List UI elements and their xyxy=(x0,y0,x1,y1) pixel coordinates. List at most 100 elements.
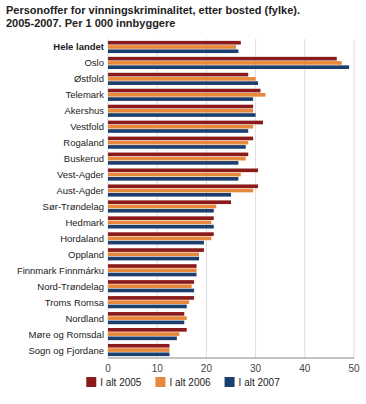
legend: I alt 2005 I alt 2006 I alt 2007 xyxy=(86,377,280,388)
y-tick-label: Sogn og Fjordane xyxy=(28,345,104,356)
x-grid xyxy=(108,39,354,358)
bar xyxy=(108,93,265,97)
bar xyxy=(108,316,187,320)
bar xyxy=(108,337,177,341)
bar xyxy=(108,268,197,272)
bar xyxy=(108,264,197,268)
bar xyxy=(108,209,214,213)
legend-swatch xyxy=(225,377,235,387)
bar xyxy=(108,332,179,336)
bar xyxy=(108,161,238,165)
y-tick-label: Troms Romsa xyxy=(45,297,105,308)
legend-label: I alt 2007 xyxy=(239,377,281,388)
y-tick-label: Nord-Trøndelag xyxy=(37,281,104,292)
bar xyxy=(108,221,211,225)
y-tick-label: Oppland xyxy=(68,249,104,260)
bar xyxy=(108,200,231,204)
y-tick-label: Aust-Agder xyxy=(56,185,104,196)
bar xyxy=(108,321,184,325)
x-axis: 0 10 20 30 40 50 xyxy=(105,358,360,374)
bar xyxy=(108,280,194,284)
bar xyxy=(108,89,261,93)
bar xyxy=(108,225,214,229)
y-tick-label: Hele landet xyxy=(53,41,105,52)
bar xyxy=(108,216,214,220)
bar xyxy=(108,300,189,304)
bar xyxy=(108,305,187,309)
bar xyxy=(108,173,241,177)
bar xyxy=(108,312,184,316)
bar xyxy=(108,257,199,261)
y-tick-label: Finnmark Finnmárku xyxy=(17,265,104,276)
y-tick-label: Nordland xyxy=(65,313,104,324)
bar xyxy=(108,352,170,356)
bar xyxy=(108,41,241,45)
bar xyxy=(108,184,258,188)
legend-swatch xyxy=(86,377,96,387)
legend-swatch xyxy=(155,377,165,387)
x-tick-label: 40 xyxy=(299,363,311,374)
y-tick-label: Telemark xyxy=(65,89,104,100)
bar xyxy=(108,97,253,101)
legend-label: I alt 2005 xyxy=(100,377,142,388)
legend-label: I alt 2006 xyxy=(169,377,211,388)
y-tick-label: Vestfold xyxy=(70,121,104,132)
bar xyxy=(108,129,248,133)
x-tick-label: 20 xyxy=(201,363,213,374)
y-tick-label: Vest-Agder xyxy=(57,169,104,180)
bar xyxy=(108,113,256,117)
y-tick-label: Sør-Trøndelag xyxy=(43,201,104,212)
legend-item: I alt 2005 xyxy=(86,377,142,388)
bar xyxy=(108,81,258,85)
grid-line xyxy=(304,39,305,358)
y-tick-label: Rogaland xyxy=(63,137,104,148)
chart: Personoffer for vinningskriminalitet, et… xyxy=(0,0,366,404)
bar xyxy=(108,289,194,293)
bar xyxy=(108,49,238,53)
x-tick-label: 0 xyxy=(105,363,111,374)
bar xyxy=(108,241,204,245)
bar xyxy=(108,273,197,277)
bar xyxy=(108,61,342,65)
bar xyxy=(108,296,194,300)
bar xyxy=(108,168,258,172)
bar xyxy=(108,248,204,252)
y-tick-label: Buskerud xyxy=(64,153,104,164)
x-axis-line xyxy=(108,358,354,359)
bar xyxy=(108,145,246,149)
bar xyxy=(108,121,263,125)
bar xyxy=(108,105,253,109)
y-tick-label: Hedmark xyxy=(65,217,104,228)
x-tick-label: 10 xyxy=(152,363,164,374)
bar xyxy=(108,348,170,352)
bar xyxy=(108,141,248,145)
bar xyxy=(108,177,238,181)
bar xyxy=(108,189,253,193)
legend-item: I alt 2007 xyxy=(225,377,281,388)
y-tick-label: Akershus xyxy=(64,105,104,116)
bar xyxy=(108,284,192,288)
bar xyxy=(108,232,214,236)
grid-line xyxy=(354,39,355,358)
bars xyxy=(108,41,349,356)
bar xyxy=(108,57,337,61)
grid-line xyxy=(206,39,207,358)
x-tick-label: 30 xyxy=(250,363,262,374)
bar xyxy=(108,205,216,209)
x-tick-label: 50 xyxy=(348,363,360,374)
grid-line xyxy=(157,39,158,358)
bar xyxy=(108,125,253,129)
bar xyxy=(108,153,248,157)
bar xyxy=(108,193,231,197)
grid-line xyxy=(108,39,109,358)
bar xyxy=(108,109,253,113)
bar xyxy=(108,252,199,256)
y-tick-label: Hordaland xyxy=(60,233,104,244)
title: Personoffer for vinningskriminalitet, et… xyxy=(6,4,300,29)
bar xyxy=(108,237,211,241)
y-tick-label: Østfold xyxy=(74,73,104,84)
legend-item: I alt 2006 xyxy=(155,377,211,388)
bar xyxy=(108,45,236,49)
bar xyxy=(108,65,349,69)
bar xyxy=(108,157,246,161)
